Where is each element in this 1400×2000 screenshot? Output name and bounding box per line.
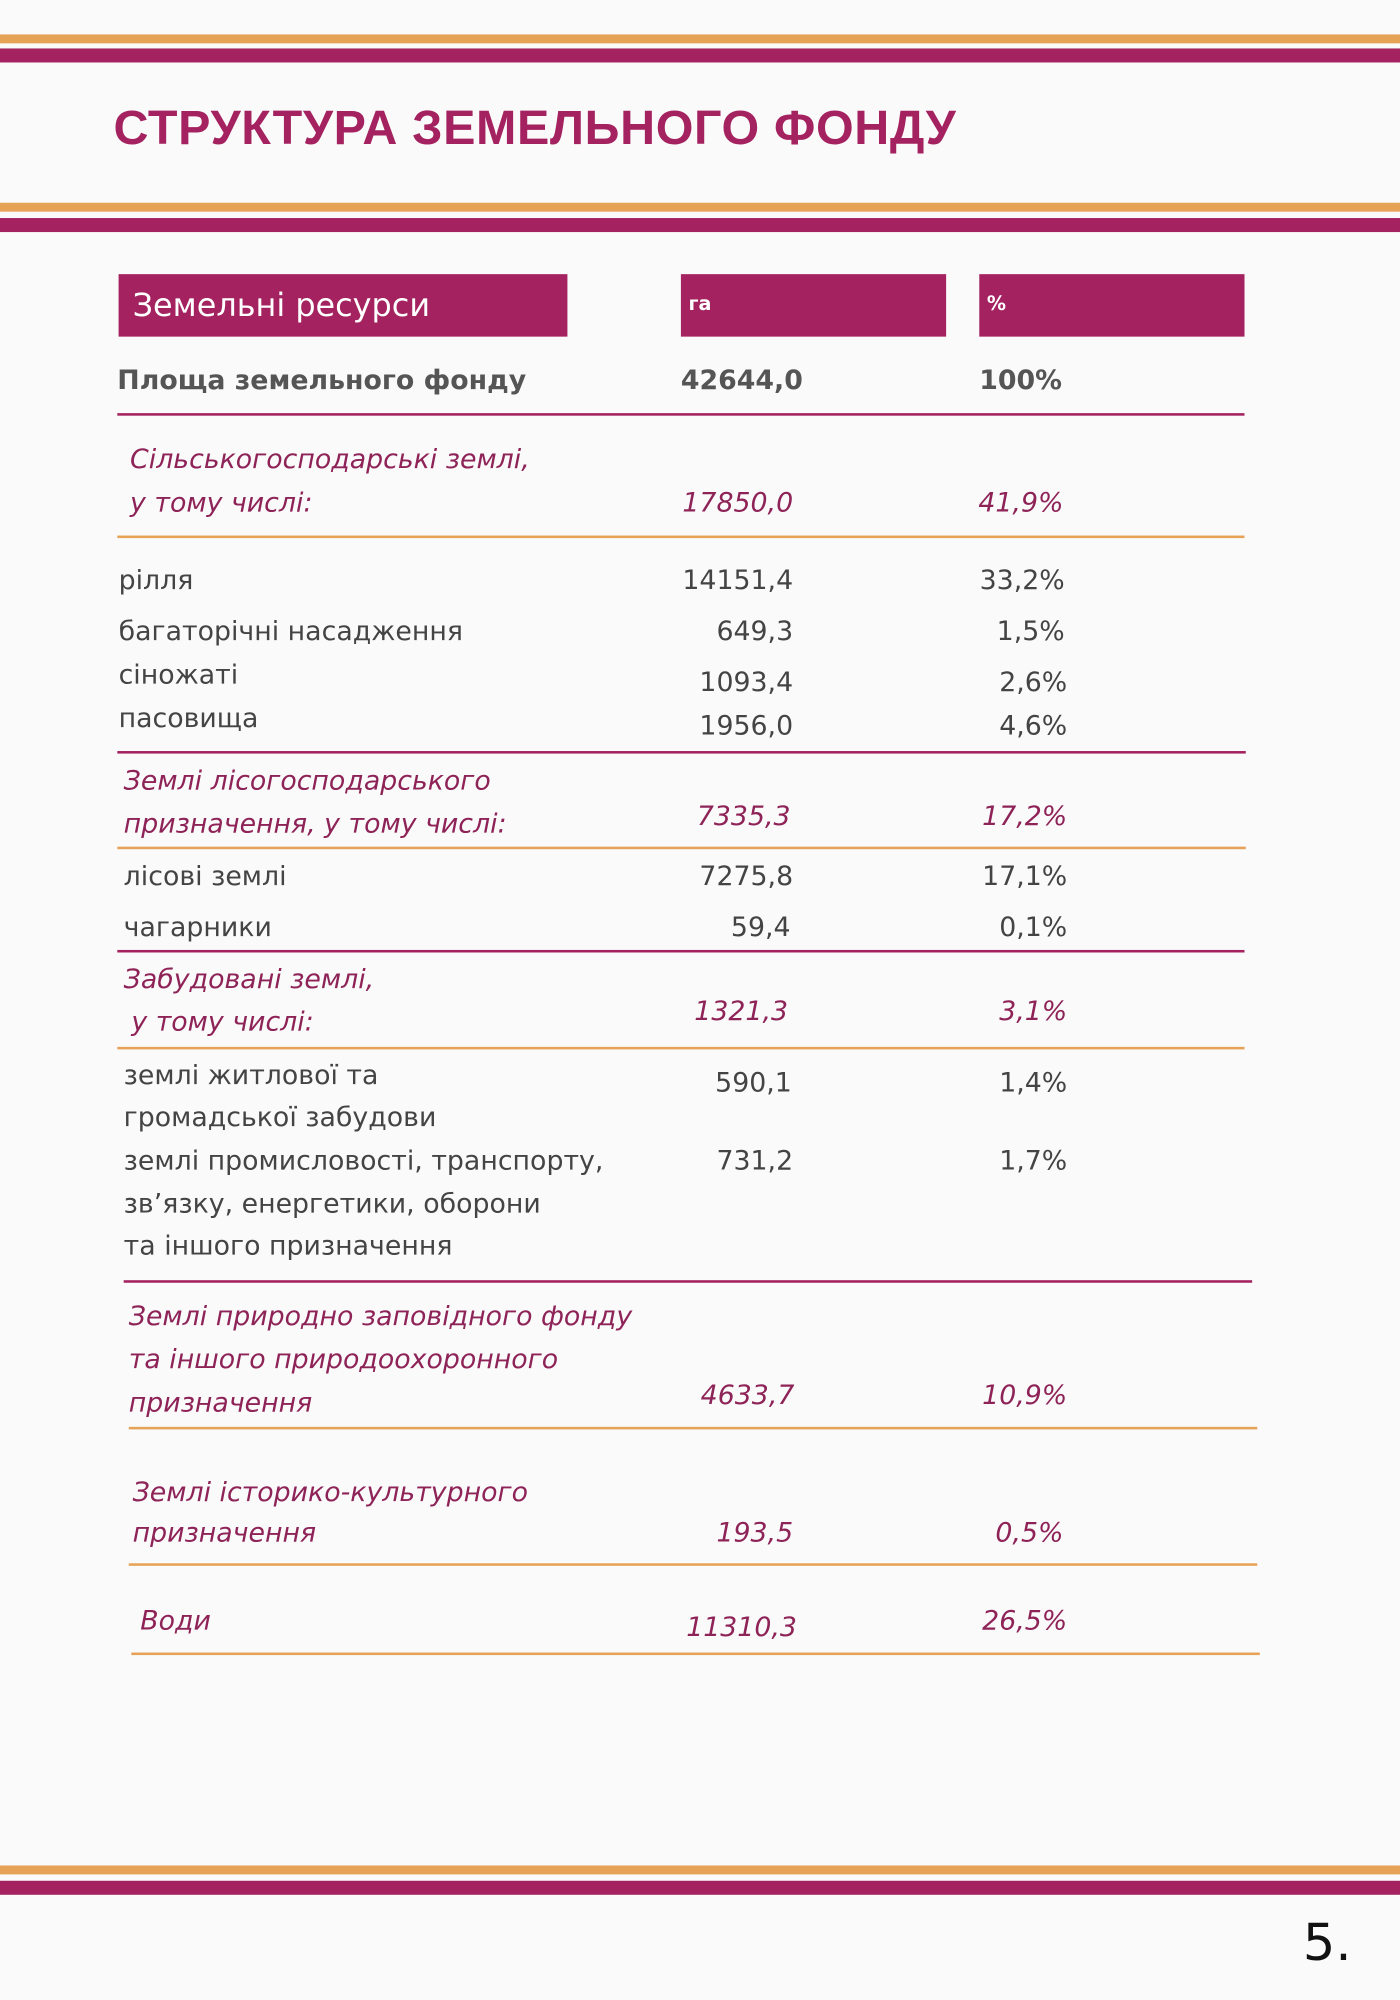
built-label: у тому числі: <box>131 1006 314 1037</box>
nature-pct: 10,9% <box>982 1379 1068 1411</box>
built-item-pct: 1,7% <box>999 1145 1068 1176</box>
forest-pct: 17,2% <box>982 800 1068 832</box>
heritage-pct: 0,5% <box>995 1517 1064 1548</box>
agri-item-ha: 1956,0 <box>699 710 794 741</box>
divider <box>117 846 1246 850</box>
heritage-label: призначення <box>132 1517 317 1548</box>
built-pct: 3,1% <box>999 995 1068 1027</box>
divider <box>131 1652 1260 1656</box>
built-label: Забудовані землі, <box>123 963 375 995</box>
forest-ha: 7335,3 <box>696 800 791 832</box>
built-item-label: та іншого призначення <box>123 1230 453 1262</box>
agri-item-pct: 2,6% <box>999 666 1068 698</box>
header-col-ha: га <box>680 274 947 337</box>
total-label: Площа земельного фонду <box>117 364 527 396</box>
divider <box>117 535 1245 539</box>
top-purple-band <box>0 48 1400 63</box>
header-col-resources: Земельні ресурси <box>118 274 568 337</box>
built-item-pct: 1,4% <box>999 1067 1068 1098</box>
water-ha: 11310,3 <box>686 1611 797 1643</box>
divider <box>117 1046 1245 1050</box>
water-label: Води <box>140 1605 211 1636</box>
divider <box>117 413 1245 416</box>
agri-item-label: рілля <box>118 564 194 596</box>
nature-label: призначення <box>128 1387 313 1418</box>
agri-item-label: сіножаті <box>118 659 239 690</box>
agri-item-label: багаторічні насадження <box>118 615 463 647</box>
total-ha: 42644,0 <box>680 364 803 396</box>
agri-item-ha: 14151,4 <box>682 564 794 596</box>
header-label: % <box>986 291 1007 315</box>
built-ha: 1321,3 <box>694 995 789 1027</box>
heritage-ha: 193,5 <box>716 1517 794 1548</box>
heritage-label: Землі історико-культурного <box>132 1476 528 1508</box>
forest-label: Землі лісогосподарського <box>123 765 491 796</box>
header-label: га <box>688 291 712 315</box>
nature-ha: 4633,7 <box>700 1379 795 1411</box>
divider <box>117 949 1245 953</box>
page-title: СТРУКТУРА ЗЕМЕЛЬНОГО ФОНДУ <box>113 102 957 156</box>
agri-pct: 41,9% <box>978 487 1064 518</box>
water-pct: 26,5% <box>982 1605 1068 1636</box>
built-item-label: зв’язку, енергетики, оборони <box>123 1188 541 1219</box>
forest-item-pct: 0,1% <box>999 911 1068 943</box>
agri-ha: 17850,0 <box>682 487 794 518</box>
divider <box>117 751 1246 754</box>
nature-label: Землі природно заповідного фонду <box>128 1300 633 1332</box>
agri-item-pct: 33,2% <box>979 564 1065 596</box>
built-item-ha: 731,2 <box>716 1145 794 1176</box>
bottom-purple-band <box>0 1880 1400 1895</box>
built-item-label: громадської забудови <box>123 1101 437 1133</box>
top-orange-band <box>0 34 1400 44</box>
agri-item-pct: 4,6% <box>999 710 1068 741</box>
built-item-label: землі житлової та <box>123 1059 379 1091</box>
divider <box>123 1280 1253 1283</box>
total-pct: 100% <box>979 364 1063 396</box>
forest-item-pct: 17,1% <box>982 860 1068 892</box>
forest-item-ha: 7275,8 <box>699 860 794 892</box>
title-purple-band <box>0 218 1400 233</box>
agri-label: у тому числі: <box>130 487 313 518</box>
bottom-orange-band <box>0 1865 1400 1875</box>
forest-label: призначення, у тому числі: <box>123 808 507 840</box>
header-col-pct: % <box>979 274 1245 337</box>
divider <box>128 1563 1258 1566</box>
agri-item-pct: 1,5% <box>996 615 1065 647</box>
forest-item-ha: 59,4 <box>730 911 791 943</box>
agri-label: Сільськогосподарські землі, <box>130 443 530 475</box>
forest-item-label: чагарники <box>123 911 272 943</box>
agri-item-ha: 649,3 <box>716 615 794 647</box>
header-label: Земельні ресурси <box>132 286 431 324</box>
built-item-ha: 590,1 <box>715 1067 792 1098</box>
divider <box>128 1426 1258 1430</box>
title-orange-band <box>0 202 1400 212</box>
page-number: 5. <box>1302 1913 1352 1973</box>
built-item-label: землі промисловості, транспорту, <box>123 1145 604 1176</box>
nature-label: та іншого природоохоронного <box>128 1343 559 1375</box>
agri-item-label: пасовища <box>118 702 259 734</box>
agri-item-ha: 1093,4 <box>699 666 794 698</box>
forest-item-label: лісові землі <box>123 860 287 892</box>
